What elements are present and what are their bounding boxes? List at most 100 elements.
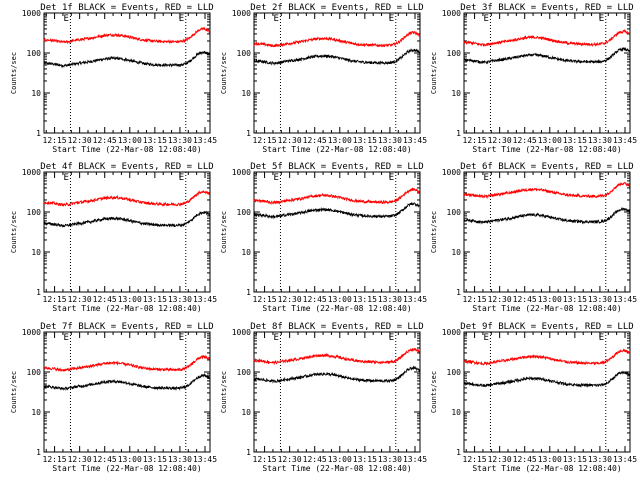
x-tick-label: 13:45 (193, 136, 217, 145)
series-events-line (253, 48, 421, 66)
x-tick-label: 12:30 (68, 295, 92, 304)
event-marker-label: E (599, 14, 604, 24)
panel-3: Det 3f BLACK = Events, RED = LLD 1 10 100 10… (430, 3, 637, 154)
x-tick-label: 13:15 (353, 136, 377, 145)
x-tick-label: 13:45 (613, 136, 637, 145)
x-tick-label: 13:15 (143, 455, 167, 464)
x-tick-label: 13:30 (168, 295, 192, 304)
x-axis-label: Start Time (22-Mar-08 12:08:40) (262, 145, 411, 154)
series-lld-line (43, 26, 211, 45)
x-tick-label: 12:30 (488, 455, 512, 464)
event-marker-label: E (273, 14, 278, 24)
x-tick-label: 13:30 (588, 136, 612, 145)
panel-2: Det 2f BLACK = Events, RED = LLD 1 10 100 10… (220, 3, 427, 154)
y-tick-label: 100 (237, 49, 252, 58)
y-tick-label: 10 (31, 248, 41, 257)
y-tick-label: 1000 (232, 328, 251, 337)
y-tick-label: 1 (36, 288, 41, 297)
event-marker-label: E (179, 14, 184, 24)
x-tick-label: 13:00 (328, 295, 352, 304)
x-axis-label: Start Time (22-Mar-08 12:08:40) (472, 464, 621, 473)
event-marker-label: E (63, 333, 68, 343)
y-tick-label: 1 (36, 129, 41, 138)
y-tick-label: 1000 (22, 168, 41, 177)
event-marker-label: E (599, 173, 604, 183)
series-events-line (43, 50, 210, 69)
x-tick-label: 12:30 (278, 295, 302, 304)
series-events-line (463, 207, 631, 225)
y-tick-label: 10 (31, 408, 41, 417)
y-tick-label: 100 (27, 208, 42, 217)
x-tick-label: 13:00 (538, 136, 562, 145)
x-tick-label: 12:15 (253, 455, 277, 464)
x-tick-label: 13:45 (403, 295, 427, 304)
x-tick-label: 13:45 (613, 295, 637, 304)
series-lld-line (43, 190, 210, 207)
series-events-line (463, 370, 631, 388)
series-lld-line (253, 347, 420, 366)
y-tick-label: 1000 (22, 328, 41, 337)
plot-frame (253, 331, 421, 453)
y-axis-label: Counts/sec (10, 52, 18, 94)
x-tick-label: 12:15 (43, 455, 67, 464)
x-tick-label: 13:00 (328, 455, 352, 464)
x-tick-label: 13:30 (378, 295, 402, 304)
x-tick-label: 13:00 (538, 455, 562, 464)
x-tick-label: 13:00 (538, 295, 562, 304)
x-tick-label: 12:45 (303, 295, 327, 304)
event-marker-label: E (483, 333, 488, 343)
y-tick-label: 1000 (442, 328, 461, 337)
y-tick-label: 10 (241, 248, 251, 257)
series-events-line (253, 365, 421, 384)
panel-title: Det 1f BLACK = Events, RED = LLD (40, 3, 213, 13)
x-tick-label: 13:30 (168, 455, 192, 464)
y-axis-label: Counts/sec (220, 52, 228, 94)
x-tick-label: 13:30 (168, 136, 192, 145)
x-tick-label: 13:45 (403, 136, 427, 145)
x-axis-label: Start Time (22-Mar-08 12:08:40) (52, 145, 201, 154)
x-tick-label: 13:15 (563, 455, 587, 464)
x-tick-label: 12:30 (278, 136, 302, 145)
y-tick-label: 1 (456, 448, 461, 457)
panel-9: Det 9f BLACK = Events, RED = LLD 1 10 100 10… (430, 322, 637, 473)
x-tick-label: 13:00 (118, 455, 142, 464)
panel-5: Det 5f BLACK = Events, RED = LLD 1 10 100 10… (220, 162, 427, 313)
series-lld-line (463, 181, 630, 199)
y-axis-label: Counts/sec (10, 371, 18, 413)
x-tick-label: 13:00 (328, 136, 352, 145)
x-tick-label: 13:45 (193, 455, 217, 464)
y-tick-label: 1000 (22, 9, 41, 18)
series-events-line (43, 372, 211, 391)
x-tick-label: 12:15 (43, 136, 67, 145)
series-events-line (253, 201, 420, 220)
event-marker-label: E (483, 14, 488, 24)
y-tick-label: 10 (31, 89, 41, 98)
event-marker-label: E (389, 173, 394, 183)
x-tick-label: 12:45 (93, 295, 117, 304)
panel-title: Det 9f BLACK = Events, RED = LLD (460, 322, 633, 332)
x-tick-label: 12:15 (43, 295, 67, 304)
series-lld-line (43, 354, 211, 373)
y-tick-label: 100 (447, 208, 462, 217)
x-tick-label: 12:15 (253, 136, 277, 145)
y-axis-label: Counts/sec (430, 211, 438, 253)
x-tick-label: 13:30 (588, 455, 612, 464)
plot-frame (43, 331, 211, 453)
panel-7: Det 7f BLACK = Events, RED = LLD 1 10 100 10… (10, 322, 217, 473)
plot-frame (43, 171, 211, 293)
panel-title: Det 8f BLACK = Events, RED = LLD (250, 322, 423, 332)
x-tick-label: 12:45 (93, 455, 117, 464)
y-tick-label: 1000 (442, 168, 461, 177)
x-tick-label: 12:45 (93, 136, 117, 145)
event-marker-label: E (63, 173, 68, 183)
y-tick-label: 10 (241, 89, 251, 98)
plot-frame (463, 12, 631, 134)
event-marker-label: E (273, 333, 278, 343)
x-tick-label: 13:15 (143, 136, 167, 145)
y-tick-label: 1 (36, 448, 41, 457)
panel-title: Det 2f BLACK = Events, RED = LLD (250, 3, 423, 13)
x-tick-label: 12:45 (513, 455, 537, 464)
panel-6: Det 6f BLACK = Events, RED = LLD 1 10 100 10… (430, 162, 637, 313)
panel-title: Det 7f BLACK = Events, RED = LLD (40, 322, 213, 332)
